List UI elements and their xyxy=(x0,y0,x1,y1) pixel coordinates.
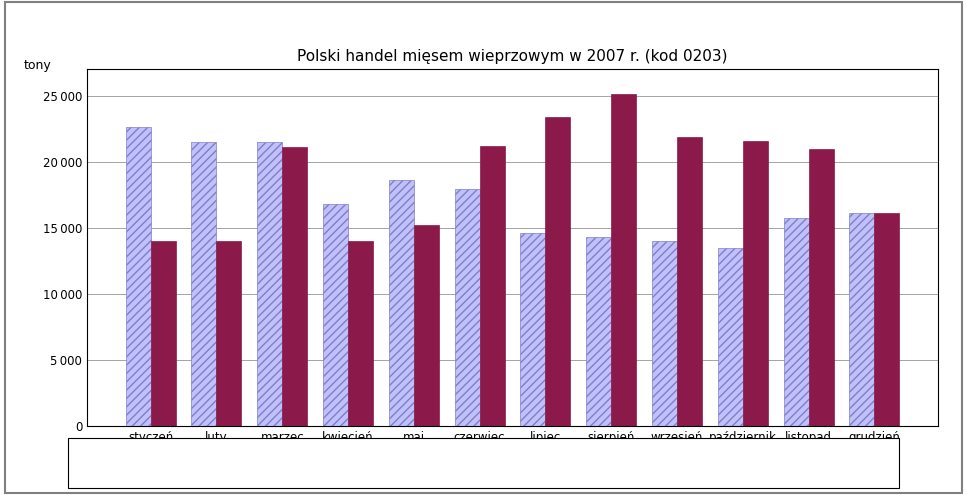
Bar xyxy=(257,142,282,426)
Bar xyxy=(454,190,480,426)
Bar xyxy=(389,180,414,426)
Bar xyxy=(849,213,874,426)
Bar xyxy=(151,241,176,426)
Bar xyxy=(586,237,611,426)
Bar xyxy=(217,241,242,426)
Bar xyxy=(545,117,571,426)
Bar xyxy=(874,213,899,426)
Bar xyxy=(348,241,373,426)
Bar xyxy=(126,127,151,426)
Bar xyxy=(480,146,505,426)
Bar xyxy=(611,95,636,426)
Bar xyxy=(520,233,545,426)
Bar xyxy=(808,148,834,426)
Bar xyxy=(783,218,808,426)
Bar xyxy=(282,147,308,426)
Bar xyxy=(414,225,439,426)
Text: tony: tony xyxy=(24,59,52,72)
Bar xyxy=(652,241,677,426)
Bar xyxy=(743,141,768,426)
Bar xyxy=(323,204,348,426)
Bar xyxy=(191,142,217,426)
Bar xyxy=(677,137,702,426)
Title: Polski handel mięsem wieprzowym w 2007 r. (kod 0203): Polski handel mięsem wieprzowym w 2007 r… xyxy=(297,49,728,64)
Bar xyxy=(718,248,743,426)
